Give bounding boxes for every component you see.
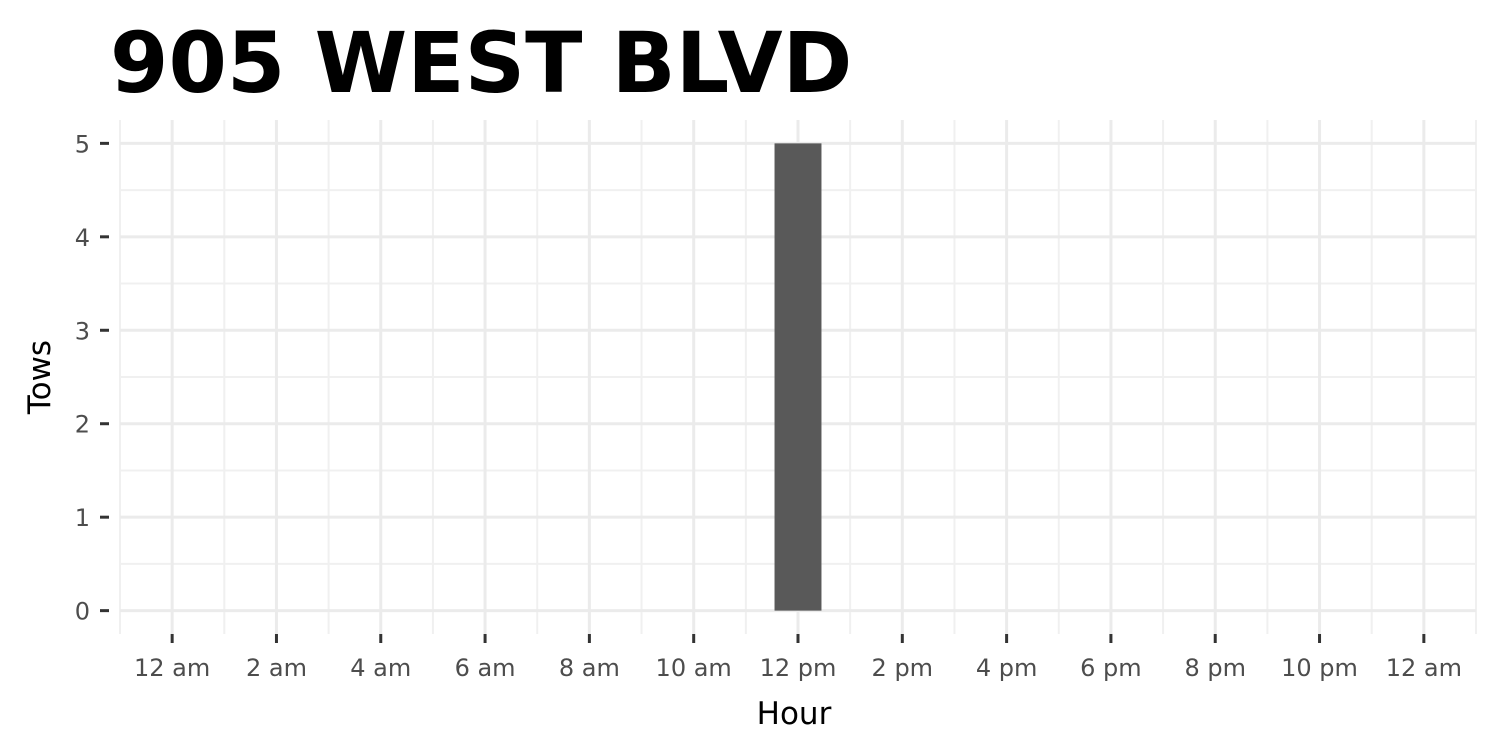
bar [774,143,822,611]
x-tick-label: 8 pm [1184,654,1246,682]
x-axis-label: Hour [757,696,832,732]
y-tick-label: 5 [75,130,90,158]
y-axis-label: Tows [22,340,58,415]
y-tick-label: 0 [75,598,90,626]
x-tick-label: 6 pm [1080,654,1142,682]
y-tick-label: 2 [75,411,90,439]
y-axis: 0 1 2 3 4 5 [75,130,109,626]
x-tick-label: 12 am [1386,654,1462,682]
x-axis: 12 am 2 am 4 am 6 am 8 am 10 am 12 pm 2 pm 4 pm 6… [134,634,1462,682]
x-tick-label: 12 am [134,654,210,682]
x-tick-label: 12 pm [760,654,837,682]
x-tick-label: 10 am [656,654,732,682]
y-tick-label: 3 [75,317,90,345]
x-tick-label: 6 am [455,654,516,682]
x-tick-label: 10 pm [1281,654,1358,682]
chart-title: 905 WEST BLVD [110,14,852,112]
x-tick-label: 4 pm [976,654,1038,682]
y-tick-label: 1 [75,504,90,532]
x-tick-label: 8 am [559,654,620,682]
x-tick-label: 2 pm [872,654,934,682]
bars [774,143,822,611]
y-tick-label: 4 [75,224,90,252]
x-tick-label: 2 am [246,654,307,682]
x-tick-label: 4 am [350,654,411,682]
